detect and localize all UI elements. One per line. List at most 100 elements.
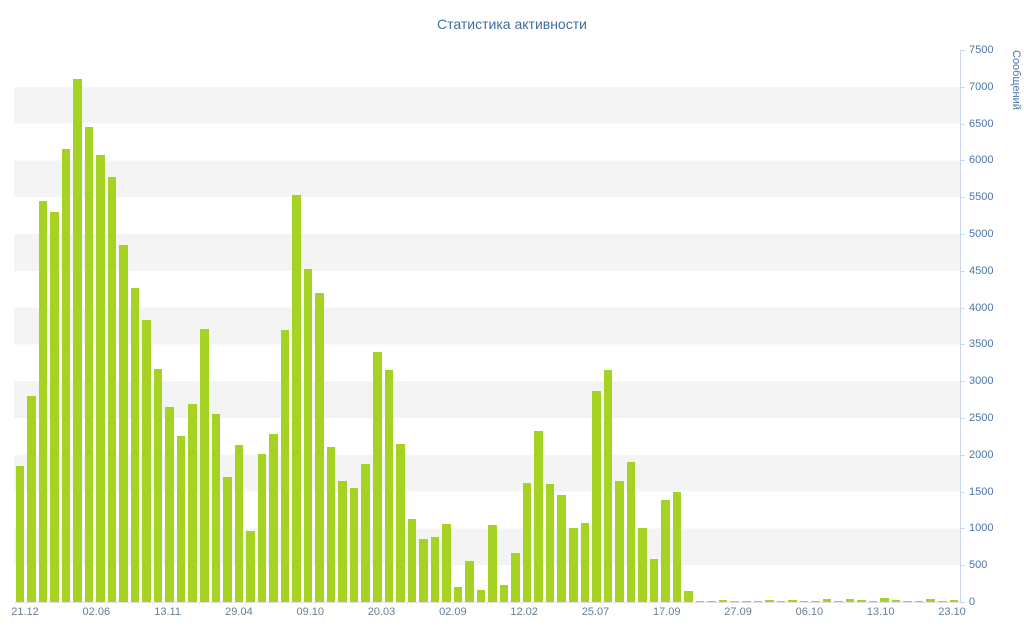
bar[interactable] xyxy=(580,522,590,602)
x-tick-label: 20.03 xyxy=(367,606,396,618)
bar[interactable] xyxy=(730,601,739,602)
bar[interactable] xyxy=(176,436,186,602)
y-tick-label: 0 xyxy=(969,596,976,608)
chart-title: Статистика активности xyxy=(437,16,587,32)
x-tick-label: 02.09 xyxy=(439,606,467,618)
bar[interactable] xyxy=(15,465,25,602)
bar[interactable] xyxy=(442,523,451,602)
bar[interactable] xyxy=(592,390,601,602)
bar[interactable] xyxy=(119,245,128,602)
bar[interactable] xyxy=(903,600,912,602)
bar[interactable] xyxy=(153,368,163,602)
bar[interactable] xyxy=(684,590,693,602)
bar[interactable] xyxy=(361,463,370,602)
bar[interactable] xyxy=(349,487,359,602)
bar[interactable] xyxy=(776,601,786,602)
bar[interactable] xyxy=(453,587,463,602)
bar[interactable] xyxy=(569,528,578,602)
bar[interactable] xyxy=(269,434,278,602)
bar[interactable] xyxy=(891,599,901,602)
bar[interactable] xyxy=(419,538,428,602)
bar[interactable] xyxy=(96,155,105,602)
bar[interactable] xyxy=(949,600,959,602)
bar[interactable] xyxy=(603,370,613,602)
bar[interactable] xyxy=(534,430,543,602)
y-tick-label: 5500 xyxy=(969,191,994,204)
bar[interactable] xyxy=(396,443,405,602)
bar[interactable] xyxy=(372,351,382,602)
bar[interactable] xyxy=(407,518,417,602)
bar[interactable] xyxy=(615,480,624,602)
bar[interactable] xyxy=(499,585,509,602)
bar[interactable] xyxy=(938,601,947,602)
bar[interactable] xyxy=(926,599,935,602)
bar[interactable] xyxy=(292,195,301,602)
x-tick-label: 13.10 xyxy=(866,606,895,618)
bar[interactable] xyxy=(27,395,36,602)
x-tick-label: 06.10 xyxy=(795,606,824,618)
bar[interactable] xyxy=(430,537,440,602)
y-tick-label: 2000 xyxy=(969,448,994,461)
bar[interactable] xyxy=(661,500,670,602)
bar[interactable] xyxy=(880,597,889,602)
x-tick-label: 12.02 xyxy=(510,606,538,618)
bar[interactable] xyxy=(107,176,117,602)
bar[interactable] xyxy=(165,406,174,602)
bar[interactable] xyxy=(511,553,520,602)
bar[interactable] xyxy=(50,211,59,602)
x-tick-label: 02.06 xyxy=(82,606,111,618)
y-tick-mark xyxy=(960,491,965,493)
bar[interactable] xyxy=(246,531,255,602)
bar[interactable] xyxy=(200,328,209,602)
bar[interactable] xyxy=(914,600,924,602)
bar[interactable] xyxy=(868,600,878,602)
y-tick-label: 3500 xyxy=(969,338,994,351)
bar[interactable] xyxy=(384,370,394,602)
bar[interactable] xyxy=(545,484,555,602)
bar[interactable] xyxy=(695,600,705,602)
bar[interactable] xyxy=(845,598,855,602)
bar[interactable] xyxy=(718,599,728,602)
y-tick-mark xyxy=(960,454,965,456)
bar[interactable] xyxy=(61,149,71,602)
bar[interactable] xyxy=(638,528,647,602)
bar[interactable] xyxy=(84,127,94,602)
y-tick-label: 5000 xyxy=(969,228,994,240)
bar[interactable] xyxy=(765,600,774,602)
bar[interactable] xyxy=(326,447,336,602)
bar[interactable] xyxy=(488,524,497,602)
bar[interactable] xyxy=(788,599,797,602)
x-tick-label: 29.04 xyxy=(225,606,253,618)
bar[interactable] xyxy=(476,590,486,602)
y-axis: 0 500 1000 1500 2000 2500 3000 3500 4000 4500 5000… xyxy=(960,44,1024,608)
bar[interactable] xyxy=(188,404,197,602)
bar[interactable] xyxy=(73,79,82,602)
bar[interactable] xyxy=(315,292,324,602)
bar[interactable] xyxy=(522,482,532,602)
bar[interactable] xyxy=(707,600,716,602)
bar[interactable] xyxy=(465,560,474,602)
bar[interactable] xyxy=(741,600,751,602)
x-tick-label: 27.09 xyxy=(724,606,752,618)
bar[interactable] xyxy=(130,287,140,602)
bar[interactable] xyxy=(857,600,866,602)
bar[interactable] xyxy=(223,476,232,602)
bar[interactable] xyxy=(834,600,843,602)
bar[interactable] xyxy=(257,454,267,602)
bar[interactable] xyxy=(557,495,566,602)
bar[interactable] xyxy=(280,329,290,602)
bar[interactable] xyxy=(211,414,221,602)
bar[interactable] xyxy=(234,445,244,602)
bar[interactable] xyxy=(626,462,636,602)
bar[interactable] xyxy=(142,320,151,602)
plot-area xyxy=(14,50,961,603)
bar[interactable] xyxy=(338,480,347,602)
bar[interactable] xyxy=(649,559,659,602)
bar[interactable] xyxy=(38,200,48,602)
bar[interactable] xyxy=(799,600,809,602)
bar[interactable] xyxy=(753,600,763,602)
bar[interactable] xyxy=(811,600,820,602)
bar[interactable] xyxy=(672,491,682,602)
bar[interactable] xyxy=(303,268,313,602)
bar[interactable] xyxy=(822,599,832,602)
